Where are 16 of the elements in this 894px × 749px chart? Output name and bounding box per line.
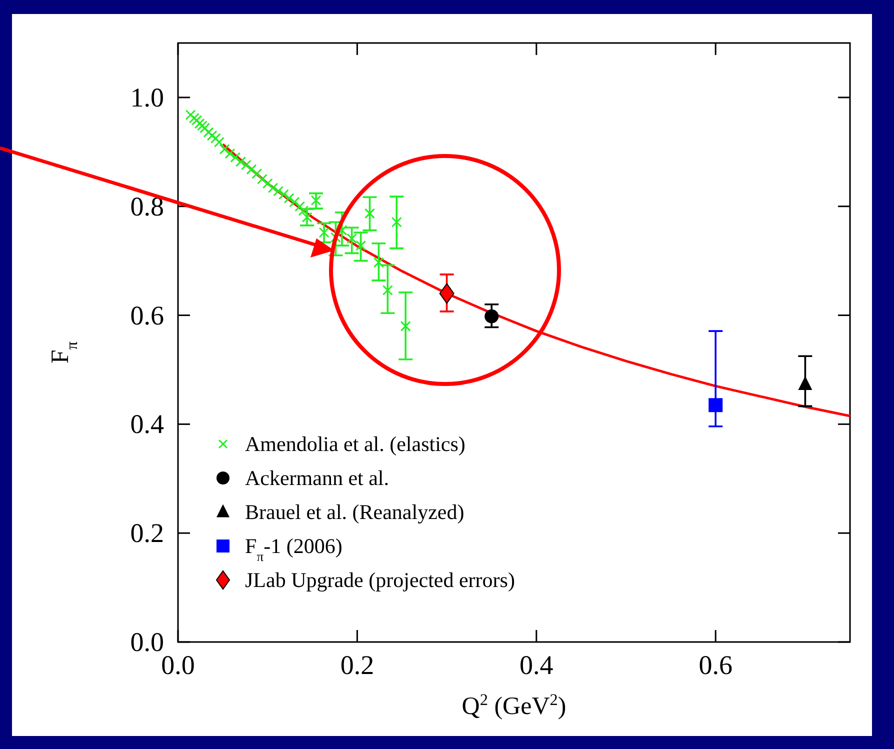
legend-label: JLab Upgrade (projected errors)	[245, 568, 515, 592]
legend-label: F$_{π}$-1 (2006)	[245, 534, 342, 564]
y-tick-label: 0.2	[130, 518, 164, 548]
legend-label: Brauel et al. (Reanalyzed)	[245, 500, 464, 524]
y-tick-label: 0.0	[130, 627, 164, 657]
x-tick-label: 0.2	[340, 650, 374, 680]
x-tick-label: 0.0	[161, 650, 195, 680]
y-tick-label: 0.6	[130, 300, 164, 330]
legend-label: Amendolia et al. (elastics)	[245, 432, 466, 456]
legend-label: Ackermann et al.	[245, 466, 390, 490]
x-tick-label: 0.6	[698, 650, 732, 680]
x-tick-label: 0.4	[520, 650, 554, 680]
y-tick-label: 0.4	[130, 409, 164, 440]
x-axis-title: Q$^{2}$ (GeV$^{2}$)	[462, 691, 566, 720]
y-tick-label: 1.0	[130, 82, 164, 112]
y-tick-label: 0.8	[130, 191, 164, 222]
